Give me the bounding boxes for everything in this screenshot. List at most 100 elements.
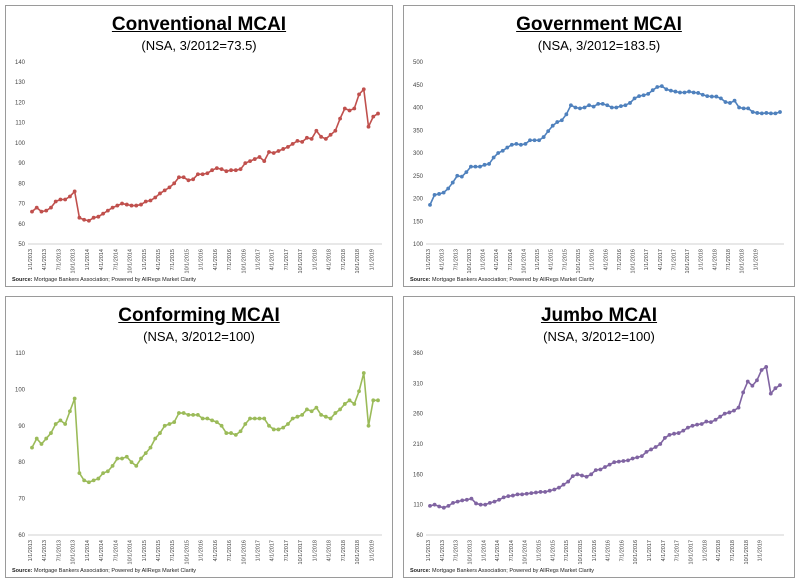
data-point [745, 379, 750, 384]
data-point [529, 491, 534, 496]
data-point [650, 88, 655, 93]
x-tick-label: 1/1/2018 [312, 249, 318, 270]
data-point [455, 499, 460, 504]
chart-svg: 60 110 160 210 260 310 360 1/1/2013 4/1/2013 7/1/… [413, 351, 784, 564]
data-point [238, 429, 243, 434]
data-point [172, 420, 177, 425]
data-point [233, 168, 238, 173]
data-point [623, 103, 628, 108]
data-point [482, 162, 487, 167]
data-point [243, 422, 248, 426]
data-point [596, 101, 601, 106]
data-point [732, 98, 737, 103]
data-point [561, 482, 566, 487]
x-tick-label: 1/1/2015 [142, 249, 148, 270]
data-point [328, 132, 333, 137]
y-tick-label: 60 [18, 533, 25, 539]
data-point [713, 417, 718, 422]
chart-panel-conforming: Conforming MCAI (NSA, 3/2012=100) 60 70 80… [5, 296, 393, 578]
data-point [139, 202, 143, 207]
data-point [58, 197, 63, 202]
data-point [764, 365, 769, 369]
data-point [177, 411, 181, 415]
data-point [224, 169, 229, 174]
x-tick-label: 7/1/2017 [671, 249, 677, 270]
data-point [764, 111, 769, 115]
data-point [352, 106, 357, 111]
y-tick-label: 500 [413, 60, 424, 66]
data-point [257, 155, 262, 159]
data-point [129, 460, 134, 465]
y-tick-label: 110 [15, 351, 25, 357]
data-point [428, 202, 432, 207]
data-point [555, 120, 560, 124]
data-point [523, 142, 528, 146]
data-point [233, 433, 238, 437]
data-point [718, 414, 723, 419]
x-tick-label: 1/1/2017 [256, 540, 262, 561]
data-point [736, 405, 741, 410]
data-point [469, 164, 473, 169]
x-tick-label: 4/1/2015 [156, 249, 162, 270]
data-point [690, 423, 695, 428]
y-tick-label: 150 [413, 219, 424, 225]
data-point [338, 407, 342, 412]
x-tick-label: 10/1/2016 [241, 540, 247, 564]
data-point [778, 110, 782, 114]
data-point [195, 412, 200, 417]
data-point [497, 497, 501, 502]
data-point [658, 442, 663, 446]
x-tick-label: 7/1/2017 [284, 540, 290, 561]
data-point [612, 460, 617, 465]
data-point [514, 142, 519, 146]
y-tick-label: 80 [18, 181, 25, 187]
data-point [469, 496, 474, 501]
x-tick-label: 7/1/2016 [617, 249, 623, 270]
data-point [338, 116, 342, 121]
x-tick-label: 10/1/2015 [576, 249, 582, 273]
y-tick-label: 90 [18, 161, 25, 167]
data-point [309, 136, 314, 141]
data-point [543, 490, 548, 494]
data-point [205, 416, 210, 421]
data-point [34, 436, 39, 441]
x-tick-label: 4/1/2013 [440, 249, 446, 270]
data-point [77, 471, 82, 476]
data-point [473, 164, 478, 169]
data-point [267, 423, 271, 428]
data-point [570, 474, 575, 479]
x-tick-label: 7/1/2016 [227, 540, 233, 561]
data-point [290, 416, 295, 421]
data-point [262, 159, 267, 163]
data-point [722, 411, 727, 416]
data-point [696, 91, 701, 95]
data-point [432, 192, 437, 197]
data-point [649, 447, 653, 452]
data-point [487, 162, 491, 166]
x-tick-label: 7/1/2016 [619, 540, 625, 561]
x-tick-label: 1/1/2013 [28, 249, 34, 270]
data-point [464, 170, 469, 175]
data-point [328, 416, 333, 421]
x-tick-label: 10/1/2016 [633, 540, 639, 564]
data-point [300, 139, 305, 144]
x-tick-label: 10/1/2017 [298, 540, 304, 564]
x-tick-label: 10/1/2015 [184, 249, 190, 273]
x-tick-label: 7/1/2018 [726, 249, 732, 270]
data-point [63, 422, 68, 426]
chart-svg: 50 60 70 80 90 100 110 120 130 140 1/1/2013 4/1/201… [15, 60, 382, 273]
chart-source: Source: Mortgage Bankers Association; Po… [410, 568, 594, 574]
data-point [519, 142, 523, 147]
chart-title: Conforming MCAI [118, 305, 280, 326]
source-text: Mortgage Bankers Association; Powered by… [432, 277, 595, 283]
data-point [727, 410, 732, 415]
data-point [773, 111, 778, 116]
data-point [573, 105, 578, 110]
data-point [167, 185, 172, 190]
data-point [148, 445, 153, 450]
y-tick-label: 210 [413, 442, 424, 448]
data-point [53, 199, 58, 204]
data-point [644, 449, 649, 454]
data-point [181, 411, 186, 415]
data-point [319, 412, 324, 417]
